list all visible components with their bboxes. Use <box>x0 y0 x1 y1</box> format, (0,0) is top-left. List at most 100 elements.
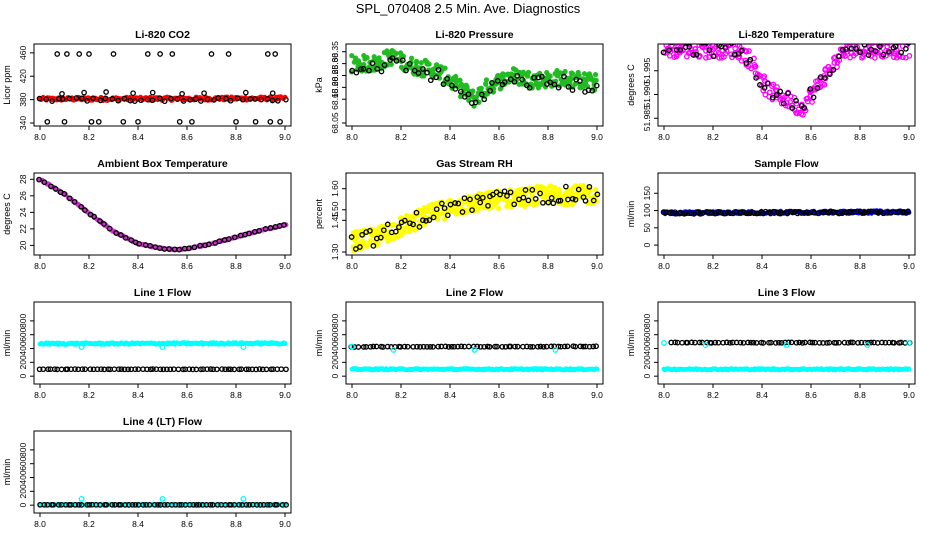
data-point <box>118 366 125 373</box>
data-point <box>180 366 186 373</box>
data-point <box>144 366 150 373</box>
x-tick-label: 8.4 <box>444 132 456 142</box>
x-tick-label: 8.8 <box>230 519 242 529</box>
data-point <box>720 339 726 346</box>
data-point <box>191 244 198 251</box>
data-point <box>78 344 85 351</box>
data-point <box>103 501 110 508</box>
data-point <box>568 76 574 82</box>
data-layer <box>660 208 912 217</box>
x-tick-label: 8.0 <box>346 261 358 271</box>
data-point <box>486 343 493 350</box>
data-point <box>810 94 817 101</box>
x-tick-label: 8.4 <box>132 519 144 529</box>
x-tick-label: 8.4 <box>756 132 768 142</box>
data-point <box>197 242 203 249</box>
y-tick-label: 400 <box>18 470 28 484</box>
y-tick-label: 28 <box>18 174 28 184</box>
data-point <box>189 118 195 125</box>
x-tick-label: 9.0 <box>279 519 291 529</box>
y-axis-label: ml/min <box>626 330 636 357</box>
data-point <box>847 339 854 346</box>
data-point <box>198 98 204 104</box>
data-point <box>757 82 763 88</box>
data-point <box>90 95 96 102</box>
data-point <box>761 85 768 91</box>
data-point <box>393 58 400 64</box>
data-point <box>585 87 592 94</box>
x-tick-label: 8.0 <box>34 132 46 142</box>
data-point <box>513 67 519 73</box>
chart-panel-p5: Gas Stream RH percent 8.0 8.2 8.4 8.6 8.8 9.0 1.… <box>314 158 604 271</box>
data-point <box>507 76 514 83</box>
x-tick-label: 8.2 <box>707 390 719 400</box>
data-point <box>836 210 842 217</box>
data-layer <box>660 44 913 118</box>
data-point <box>879 339 885 346</box>
data-point <box>440 81 447 88</box>
y-tick-label: 200 <box>642 355 652 369</box>
data-point <box>857 49 864 56</box>
data-point <box>82 366 88 373</box>
data-point <box>772 340 779 346</box>
y-tick-label: 600 <box>330 327 340 341</box>
x-tick-label: 8.2 <box>707 261 719 271</box>
data-layer <box>36 340 289 373</box>
data-point <box>353 69 360 76</box>
data-point <box>427 343 434 350</box>
chart-title: Li-820 Temperature <box>738 29 834 41</box>
data-point <box>702 342 709 349</box>
data-point <box>552 184 558 191</box>
data-point <box>814 85 821 91</box>
data-point <box>752 63 759 70</box>
data-point <box>809 339 816 346</box>
data-point <box>246 230 252 237</box>
x-tick-label: 8.2 <box>395 390 407 400</box>
data-point <box>438 200 445 207</box>
data-point <box>164 366 170 373</box>
data-point <box>61 118 68 125</box>
data-point <box>499 343 506 350</box>
data-point <box>457 88 464 95</box>
data-point <box>358 66 364 72</box>
data-point <box>766 339 772 346</box>
x-tick-label: 8.4 <box>444 390 456 400</box>
data-point <box>253 366 259 373</box>
data-point <box>451 343 458 350</box>
x-tick-label: 8.6 <box>493 261 505 271</box>
series-pressure-raw <box>349 47 599 109</box>
data-point <box>738 47 745 54</box>
data-point <box>88 118 95 125</box>
y-tick-label: 150 <box>642 186 652 200</box>
series-co2-2-5-min-ave <box>36 51 289 125</box>
data-point <box>738 58 745 64</box>
data-point <box>475 207 481 213</box>
data-point <box>258 96 265 103</box>
chart-panel-p9: Line 3 Flow ml/min 8.0 8.2 8.4 8.6 8.8 9.0 0 2004… <box>626 287 916 400</box>
series-line1-ave <box>36 366 289 373</box>
data-point <box>799 340 806 346</box>
data-point <box>186 366 193 373</box>
data-point <box>900 54 906 61</box>
data-point <box>231 234 238 241</box>
data-point <box>236 501 242 508</box>
data-point <box>809 99 815 105</box>
x-tick-label: 8.0 <box>658 390 670 400</box>
x-tick-label: 8.0 <box>658 132 670 142</box>
chart-title: Li-820 Pressure <box>435 29 513 41</box>
x-tick-label: 8.0 <box>346 390 358 400</box>
data-point <box>848 209 854 216</box>
data-point <box>511 78 518 85</box>
data-point <box>906 52 913 59</box>
data-point <box>132 366 139 373</box>
data-point <box>660 49 667 56</box>
data-point <box>103 89 109 95</box>
x-tick-label: 8.6 <box>805 390 817 400</box>
data-point <box>576 72 582 79</box>
data-point <box>192 96 199 103</box>
data-point <box>833 340 839 346</box>
plot-frame <box>345 43 604 127</box>
data-point <box>130 90 136 97</box>
series-temp-raw <box>662 44 913 118</box>
